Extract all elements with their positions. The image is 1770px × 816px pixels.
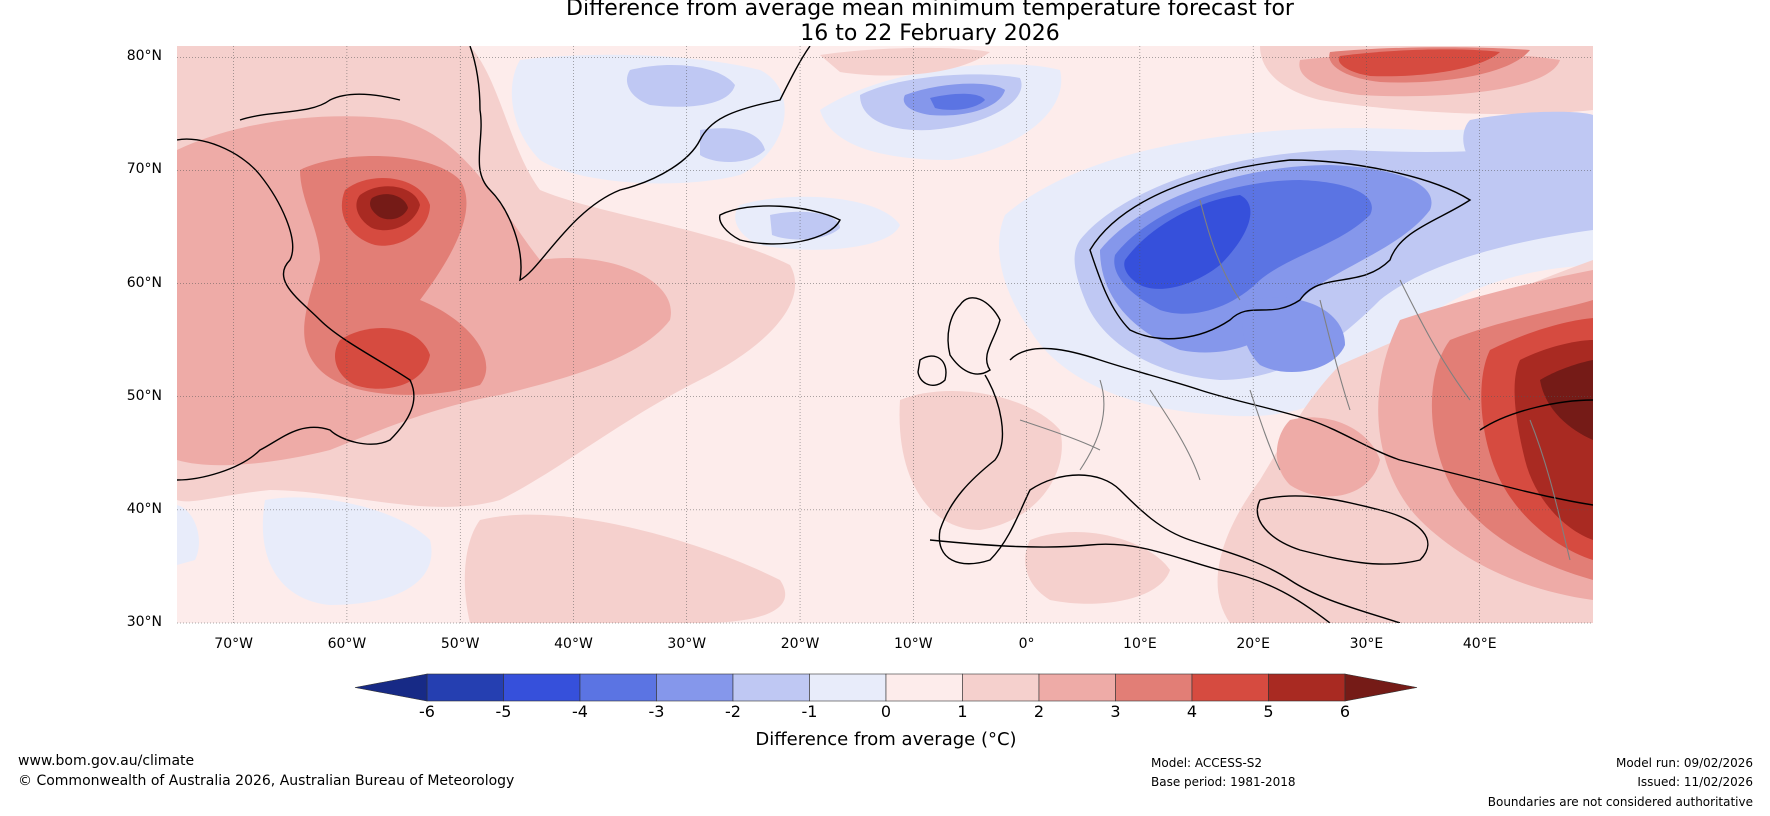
colorbar-segment — [503, 673, 581, 702]
anomaly-region-warm — [1338, 49, 1500, 77]
latitude-label: 30°N — [126, 614, 162, 630]
latitude-label: 60°N — [126, 274, 162, 291]
colorbar-segment — [1268, 673, 1346, 702]
colorbar-segment — [1191, 673, 1269, 702]
anomaly-region-cool — [700, 128, 765, 162]
anomaly-region-warm — [335, 328, 430, 389]
longitude-label: 10°W — [893, 636, 933, 652]
anomaly-region-cool — [770, 211, 840, 240]
colorbar-tick-label: 3 — [1110, 702, 1121, 721]
colorbar-tick-label: -2 — [725, 702, 741, 721]
colorbar-tick-label: -5 — [495, 702, 512, 721]
colorbar-segment — [579, 673, 657, 702]
footer-model: Model: ACCESS-S2 — [1151, 756, 1263, 770]
colorbar-extend-high — [1344, 673, 1418, 702]
longitude-label: 40°W — [554, 636, 593, 652]
colorbar-tick-label: -1 — [801, 702, 818, 721]
colorbar-tick-label: -4 — [572, 702, 588, 721]
longitude-label: 10°E — [1123, 636, 1157, 652]
latitude-label: 70°N — [126, 161, 162, 178]
colorbar-tick-label: 6 — [1339, 702, 1351, 721]
latitude-label: 80°N — [126, 48, 162, 65]
longitude-label: 70°W — [214, 636, 253, 652]
footer-base-period: Base period: 1981-2018 — [1151, 775, 1296, 789]
longitude-label: 40°E — [1462, 636, 1497, 652]
colorbar-label: Difference from average (°C) — [755, 729, 1017, 750]
colorbar — [354, 673, 1418, 702]
anomaly-region-cool — [177, 505, 199, 565]
anomaly-region-cool — [1242, 297, 1345, 373]
colorbar-tick-label: -6 — [419, 702, 435, 721]
graticule — [177, 46, 1593, 624]
borders — [1019, 199, 1571, 561]
chart-title: Difference from average mean minimum tem… — [0, 0, 1770, 46]
anomaly-region-cool — [1463, 111, 1593, 177]
colorbar-tick-label: 4 — [1186, 702, 1198, 721]
colorbar-tick-label: -3 — [648, 702, 665, 721]
longitude-label: 30°E — [1349, 636, 1384, 652]
anomaly-region-warm — [1025, 531, 1170, 604]
colorbar-segment — [885, 673, 963, 702]
latitude-label: 50°N — [126, 387, 162, 404]
colorbar-segment — [962, 673, 1040, 702]
colorbar-tick-label: 5 — [1263, 702, 1274, 721]
anomaly-region-warm — [1276, 417, 1380, 497]
colorbar-extend-low — [354, 673, 428, 702]
colorbar-tick-label: 2 — [1033, 702, 1045, 721]
anomaly-region-warm — [1540, 360, 1593, 440]
colorbar-segment — [656, 673, 734, 702]
map-area — [177, 46, 1593, 623]
anomaly-region-cool — [930, 93, 985, 110]
coastlines — [177, 46, 1593, 623]
anomaly-region-cool — [262, 497, 432, 605]
footer-website: www.bom.gov.au/climate — [18, 753, 195, 769]
title-line-2: 16 to 22 February 2026 — [800, 21, 1060, 46]
longitude-label: 0° — [1018, 636, 1035, 652]
longitude-label: 50°W — [440, 636, 480, 652]
anomaly-region-cool — [1124, 195, 1251, 289]
longitude-label: 60°W — [327, 636, 367, 652]
colorbar-segment — [1115, 673, 1193, 702]
anomaly-region-warm — [464, 514, 786, 623]
footer-model-run: Model run: 09/02/2026 — [1615, 756, 1753, 770]
longitude-label: 30°W — [667, 636, 707, 652]
colorbar-segment — [1038, 673, 1116, 702]
footer-issued: Issued: 11/02/2026 — [1637, 775, 1753, 789]
anomaly-region-warm — [899, 391, 1062, 530]
colorbar-segment — [809, 673, 887, 702]
anomaly-region-warm — [820, 47, 990, 76]
title-line-1: Difference from average mean minimum tem… — [566, 0, 1294, 21]
longitude-label: 20°E — [1236, 636, 1270, 652]
footer-copyright: © Commonwealth of Australia 2026, Austra… — [18, 773, 515, 789]
footer-disclaimer: Boundaries are not considered authoritat… — [1487, 795, 1753, 809]
anomaly-region-cool — [626, 65, 735, 107]
colorbar-tick-label: 1 — [957, 702, 968, 721]
longitude-label: 20°W — [780, 636, 820, 652]
colorbar-segment — [732, 673, 810, 702]
anomaly-region-warm — [370, 194, 408, 220]
latitude-label: 40°N — [126, 500, 162, 517]
colorbar-segment — [426, 673, 504, 702]
colorbar-tick-label: 0 — [880, 702, 892, 721]
